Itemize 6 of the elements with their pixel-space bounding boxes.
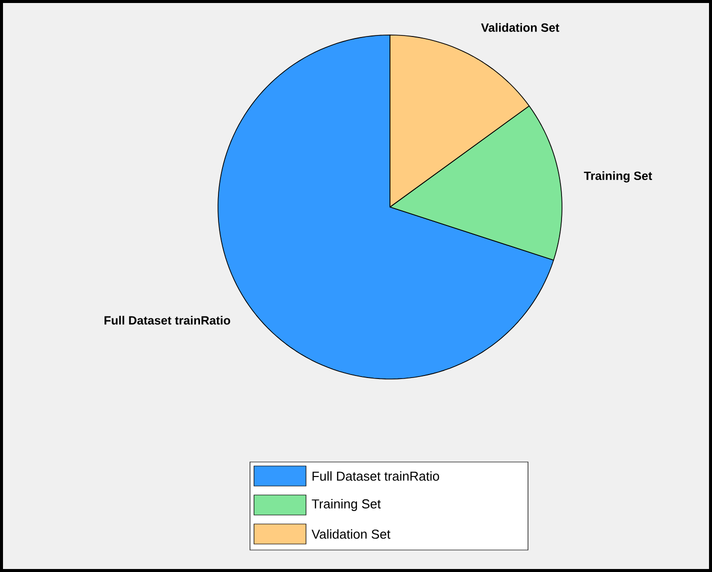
slice-label: Validation Set [481,23,560,32]
legend-label: Validation Set [312,529,390,539]
legend-label: Full Dataset trainRatio [312,471,440,481]
slice-label: Training Set [584,171,652,182]
legend-label: Training Set [312,498,381,512]
slice-label: Full Dataset trainRatio [104,316,230,325]
